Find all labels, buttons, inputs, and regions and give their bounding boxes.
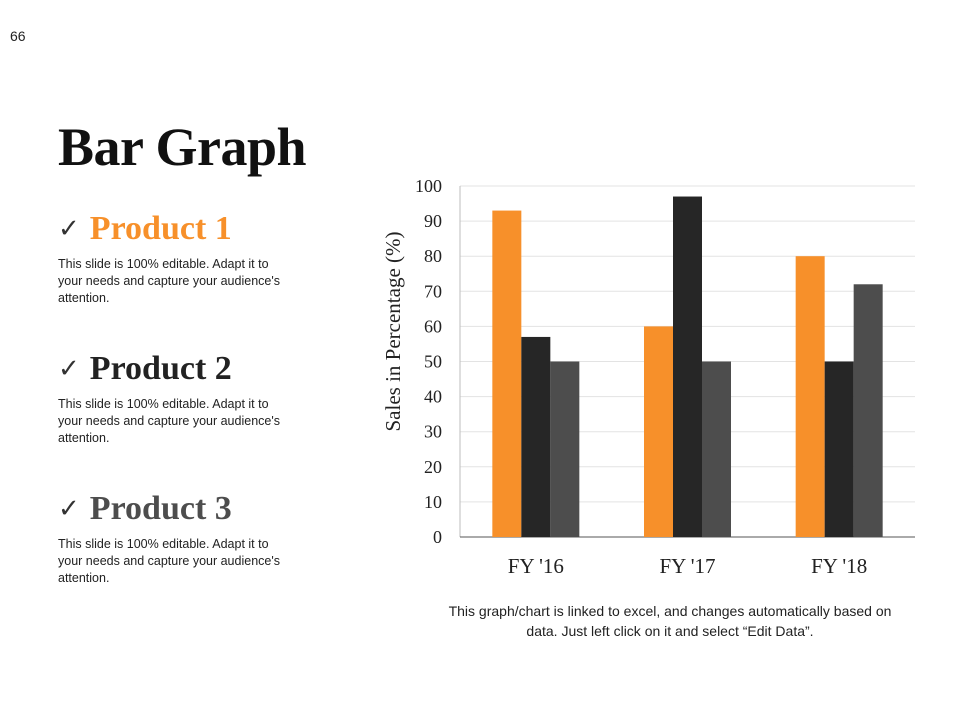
y-tick-label: 80 — [424, 246, 442, 266]
product-2-block: ✓ Product 2 This slide is 100% editable.… — [58, 352, 318, 447]
x-tick-label: FY '17 — [659, 554, 715, 578]
y-tick-label: 70 — [424, 281, 442, 301]
y-axis-title: Sales in Percentage (%) — [381, 231, 405, 431]
page-number: 66 — [10, 28, 26, 44]
bar-product-3-3 — [853, 284, 883, 537]
bar-product-3-2 — [702, 361, 731, 537]
y-tick-label: 100 — [415, 176, 442, 196]
checkmark-icon: ✓ — [58, 214, 80, 244]
y-tick-label: 30 — [424, 422, 442, 442]
slide-title: Bar Graph — [58, 117, 307, 177]
y-tick-label: 60 — [424, 316, 442, 336]
product-3-block: ✓ Product 3 This slide is 100% editable.… — [58, 492, 318, 587]
bar-product-1-3 — [795, 256, 825, 537]
product-3-heading: ✓ Product 3 — [58, 492, 318, 526]
x-tick-label: FY '16 — [508, 554, 564, 578]
product-3-name: Product 3 — [89, 490, 232, 527]
bar-product-2-2 — [673, 196, 702, 537]
y-tick-label: 10 — [424, 492, 442, 512]
checkmark-icon: ✓ — [58, 494, 80, 524]
y-tick-label: 0 — [433, 527, 442, 547]
product-1-description: This slide is 100% editable. Adapt it to… — [58, 257, 280, 305]
bar-product-1-1 — [492, 210, 522, 537]
chart-note: This graph/chart is linked to excel, and… — [448, 603, 892, 639]
bar-product-2-3 — [824, 361, 854, 537]
bar-product-1-2 — [644, 326, 673, 537]
product-2-heading: ✓ Product 2 — [58, 352, 318, 386]
product-2-description: This slide is 100% editable. Adapt it to… — [58, 397, 280, 445]
product-3-description: This slide is 100% editable. Adapt it to… — [58, 537, 280, 585]
checkmark-icon: ✓ — [58, 354, 80, 384]
x-tick-label: FY '18 — [811, 554, 867, 578]
bar-product-3-1 — [550, 361, 580, 537]
product-1-block: ✓ Product 1 This slide is 100% editable.… — [58, 212, 318, 307]
bar-product-2-1 — [521, 336, 551, 537]
y-tick-label: 20 — [424, 457, 442, 477]
y-tick-label: 90 — [424, 211, 442, 231]
y-tick-label: 50 — [424, 352, 442, 372]
product-2-name: Product 2 — [89, 350, 232, 387]
y-tick-label: 40 — [424, 387, 442, 407]
product-1-heading: ✓ Product 1 — [58, 212, 318, 246]
bar-chart[interactable]: 0 10 20 30 40 50 60 70 80 90 100 FY '16 FY '17 FY '18… — [370, 170, 930, 590]
product-1-name: Product 1 — [89, 210, 232, 247]
